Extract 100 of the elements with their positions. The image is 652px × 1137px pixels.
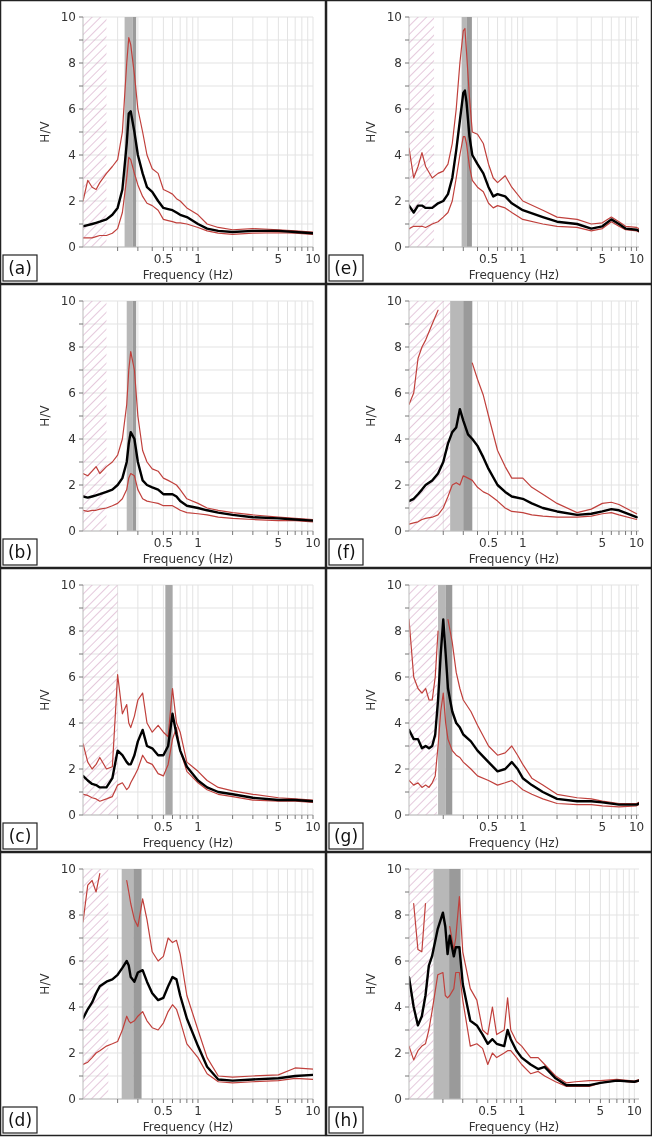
x-tick-label: 10 (628, 536, 645, 550)
y-tick-label: 4 (394, 148, 402, 163)
y-axis-title: H/V (38, 972, 52, 995)
y-tick-label: 10 (386, 578, 402, 593)
x-tick-label: 5 (598, 536, 607, 550)
x-axis-title: Frequency (Hz) (142, 552, 234, 566)
x-axis-title: Frequency (Hz) (468, 836, 560, 850)
x-axis-title: Frequency (Hz) (142, 1120, 234, 1134)
text: (a) (8, 258, 32, 278)
y-tick-label: 8 (394, 56, 402, 71)
y-tick-label: 4 (68, 716, 76, 731)
x-tick-label: 1 (194, 820, 202, 834)
text: (b) (7, 542, 33, 562)
x-axis-title: Frequency (Hz) (468, 1120, 560, 1134)
y-tick-label: 10 (386, 10, 402, 25)
y-tick-label: 6 (68, 102, 76, 117)
x-tick-label: 0.5 (153, 536, 173, 550)
y-axis-title: H/V (364, 688, 378, 711)
y-tick-label: 6 (394, 670, 402, 685)
x-tick-label: 1 (518, 820, 527, 834)
x-tick-label: 10 (305, 1104, 321, 1118)
x-tick-label: 5 (274, 820, 283, 834)
y-tick-label: 10 (386, 294, 402, 309)
y-tick-label: 2 (394, 1046, 402, 1061)
y-tick-label: 6 (68, 670, 76, 685)
y-tick-label: 4 (394, 432, 402, 447)
x-tick-label: 10 (305, 536, 321, 550)
y-tick-label: 2 (68, 478, 76, 493)
x-tick-label: 10 (628, 820, 645, 834)
y-tick-label: 4 (68, 148, 76, 163)
y-tick-label: 0 (394, 808, 402, 823)
y-tick-label: 2 (394, 194, 402, 209)
y-axis-title: H/V (38, 404, 52, 427)
x-tick-label: 1 (194, 1104, 202, 1118)
x-axis-title: Frequency (Hz) (142, 268, 234, 282)
x-tick-label: 5 (598, 252, 607, 266)
y-tick-label: 8 (394, 908, 402, 923)
x-axis-title: Frequency (Hz) (468, 552, 560, 566)
y-tick-label: 2 (68, 1046, 76, 1061)
x-tick-label: 10 (305, 820, 321, 834)
x-tick-label: 0.5 (153, 252, 173, 266)
text: (d) (7, 1110, 33, 1130)
text: (g) (333, 826, 359, 846)
y-tick-label: 4 (68, 432, 76, 447)
x-tick-label: 5 (598, 820, 607, 834)
y-tick-label: 8 (68, 340, 76, 355)
x-tick-label: 0.5 (478, 252, 499, 266)
y-tick-label: 0 (394, 1092, 402, 1107)
x-tick-label: 0.5 (478, 820, 499, 834)
x-tick-label: 0.5 (153, 1104, 173, 1118)
y-tick-label: 2 (68, 194, 76, 209)
y-tick-label: 6 (394, 102, 402, 117)
y-tick-label: 10 (386, 862, 402, 877)
x-tick-label: 0.5 (153, 820, 173, 834)
x-tick-label: 1 (194, 252, 202, 266)
x-tick-label: 1 (517, 1104, 526, 1118)
x-tick-label: 5 (274, 1104, 283, 1118)
y-tick-label: 10 (60, 862, 76, 877)
y-tick-label: 0 (68, 524, 76, 539)
y-tick-label: 8 (68, 624, 76, 639)
y-tick-label: 4 (68, 1000, 76, 1015)
text: (f) (336, 542, 356, 562)
y-axis-title: H/V (364, 972, 378, 995)
y-tick-label: 0 (394, 240, 402, 255)
y-tick-label: 2 (68, 762, 76, 777)
y-tick-label: 0 (68, 240, 76, 255)
x-tick-label: 1 (518, 252, 527, 266)
y-tick-label: 6 (68, 386, 76, 401)
x-tick-label: 0.5 (478, 1104, 498, 1118)
y-tick-label: 0 (394, 524, 402, 539)
y-axis-title: H/V (38, 120, 52, 143)
y-tick-label: 8 (68, 908, 76, 923)
y-tick-label: 8 (394, 340, 402, 355)
y-tick-label: 0 (68, 1092, 76, 1107)
y-tick-label: 8 (394, 624, 402, 639)
y-tick-label: 6 (394, 386, 402, 401)
y-tick-label: 4 (394, 1000, 402, 1015)
y-axis-title: H/V (38, 688, 52, 711)
y-tick-label: 6 (394, 954, 402, 969)
text: (c) (8, 826, 32, 846)
y-tick-label: 0 (68, 808, 76, 823)
x-tick-label: 5 (274, 252, 283, 266)
x-tick-label: 10 (305, 252, 321, 266)
x-axis-title: Frequency (Hz) (468, 268, 560, 282)
y-axis-title: H/V (364, 404, 378, 427)
y-tick-label: 2 (394, 478, 402, 493)
y-axis-title: H/V (364, 120, 378, 143)
x-tick-label: 1 (518, 536, 527, 550)
y-tick-label: 8 (68, 56, 76, 71)
x-tick-label: 1 (194, 536, 202, 550)
x-tick-label: 5 (596, 1104, 605, 1118)
x-tick-label: 5 (274, 536, 283, 550)
text: (h) (333, 1110, 359, 1130)
y-tick-label: 4 (394, 716, 402, 731)
x-tick-label: 10 (626, 1104, 642, 1118)
x-tick-label: 10 (628, 252, 645, 266)
y-tick-label: 6 (68, 954, 76, 969)
y-tick-label: 10 (60, 294, 76, 309)
x-axis-title: Frequency (Hz) (142, 836, 234, 850)
x-tick-label: 0.5 (478, 536, 499, 550)
